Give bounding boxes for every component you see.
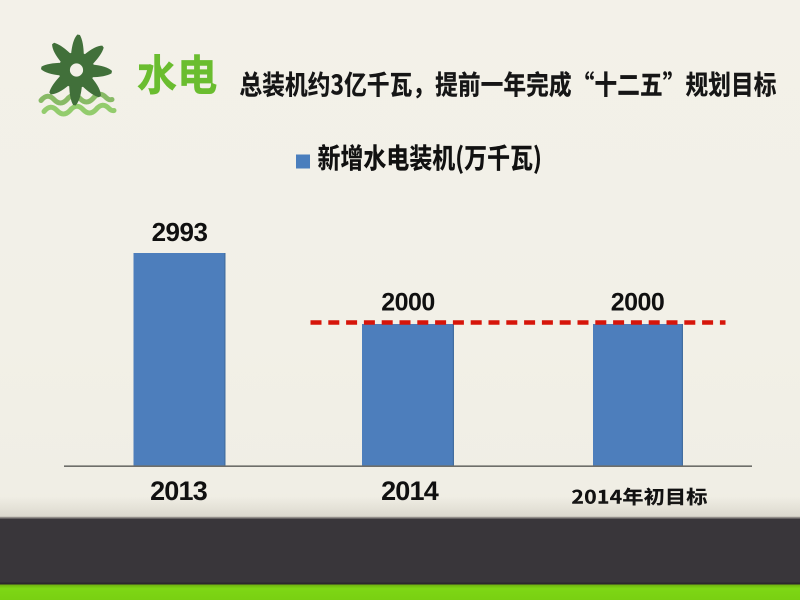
svg-text:2993: 2993 xyxy=(152,217,208,247)
svg-text:2000: 2000 xyxy=(381,289,435,317)
svg-text:2000: 2000 xyxy=(611,289,665,317)
